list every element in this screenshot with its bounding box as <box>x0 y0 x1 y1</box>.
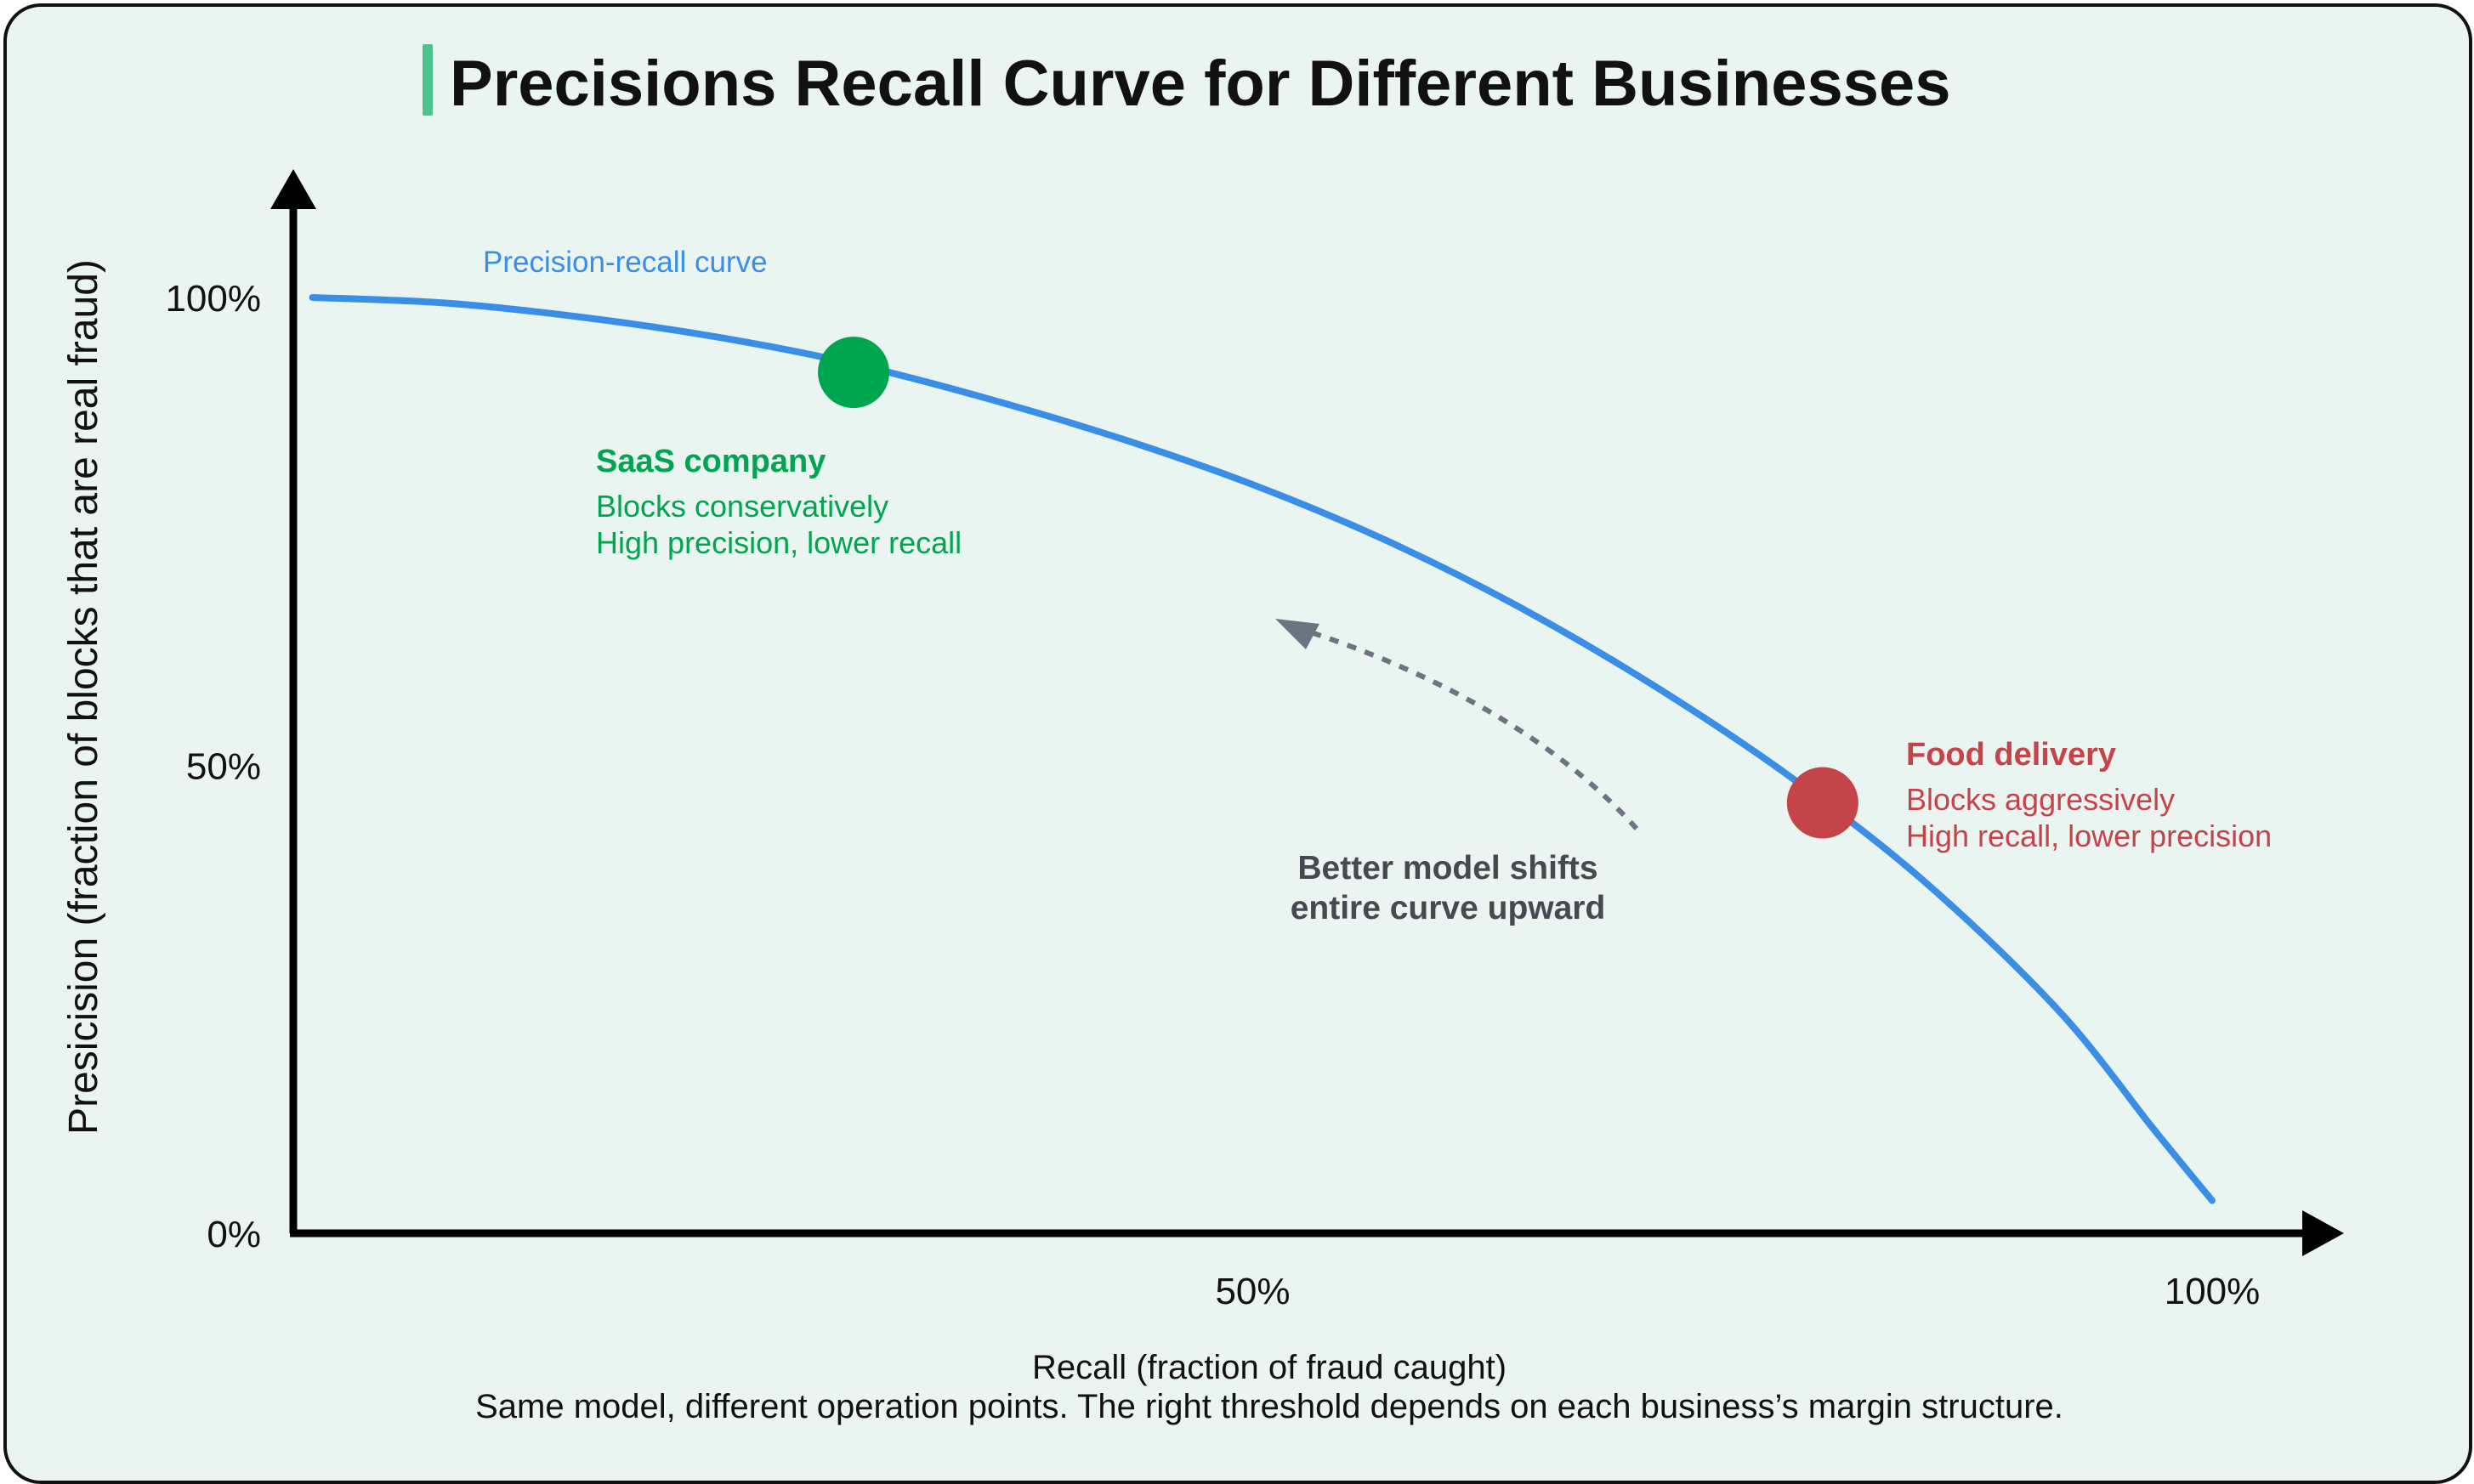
saas-company-line-2: High precision, lower recall <box>596 525 962 560</box>
y-tick-label-1: 50% <box>186 746 261 788</box>
title-accent-bar <box>423 44 433 116</box>
food-delivery-line-2: High recall, lower precision <box>1906 818 2272 853</box>
y-tick-labels: 0% 50% 100% <box>165 278 261 1255</box>
annotation-line-2: entire curve upward <box>1291 890 1606 926</box>
dashed-arrow-head <box>1275 619 1319 649</box>
food-delivery-point <box>1786 767 1858 839</box>
dashed-arrow-line <box>1313 631 1639 831</box>
x-tick-labels: 50% 100% <box>1215 1271 2260 1312</box>
x-tick-label-1: 100% <box>2165 1271 2261 1312</box>
food-delivery-line-1: Blocks aggressively <box>1906 782 2175 817</box>
saas-company-line-1: Blocks conservatively <box>596 489 888 524</box>
saas-company-label: SaaS company Blocks conservatively High … <box>596 444 962 560</box>
x-axis-label: Recall (fraction of fraud caught) <box>1032 1349 1507 1386</box>
chart-caption: Same model, different operation points. … <box>475 1388 2063 1425</box>
x-tick-label-0: 50% <box>1215 1271 1290 1312</box>
axes <box>270 169 2344 1256</box>
precision-recall-curve <box>309 294 2216 1204</box>
saas-company-title: SaaS company <box>596 444 826 479</box>
food-delivery-title: Food delivery <box>1906 737 2116 773</box>
curve-label: Precision-recall curve <box>483 246 768 279</box>
improvement-annotation: Better model shifts entire curve upward <box>1275 619 1639 926</box>
chart-frame <box>3 3 2472 1484</box>
y-tick-label-0: 0% <box>207 1214 261 1255</box>
y-axis-label: Presicision (fraction of blocks that are… <box>61 259 106 1135</box>
y-axis-arrow <box>270 169 316 209</box>
food-delivery-label: Food delivery Blocks aggressively High r… <box>1906 737 2272 853</box>
annotation-line-1: Better model shifts <box>1297 850 1597 886</box>
saas-company-point <box>818 337 890 409</box>
x-axis-arrow <box>2302 1210 2344 1256</box>
y-tick-label-2: 100% <box>165 278 261 320</box>
chart-title: Precisions Recall Curve for Different Bu… <box>450 48 1951 120</box>
